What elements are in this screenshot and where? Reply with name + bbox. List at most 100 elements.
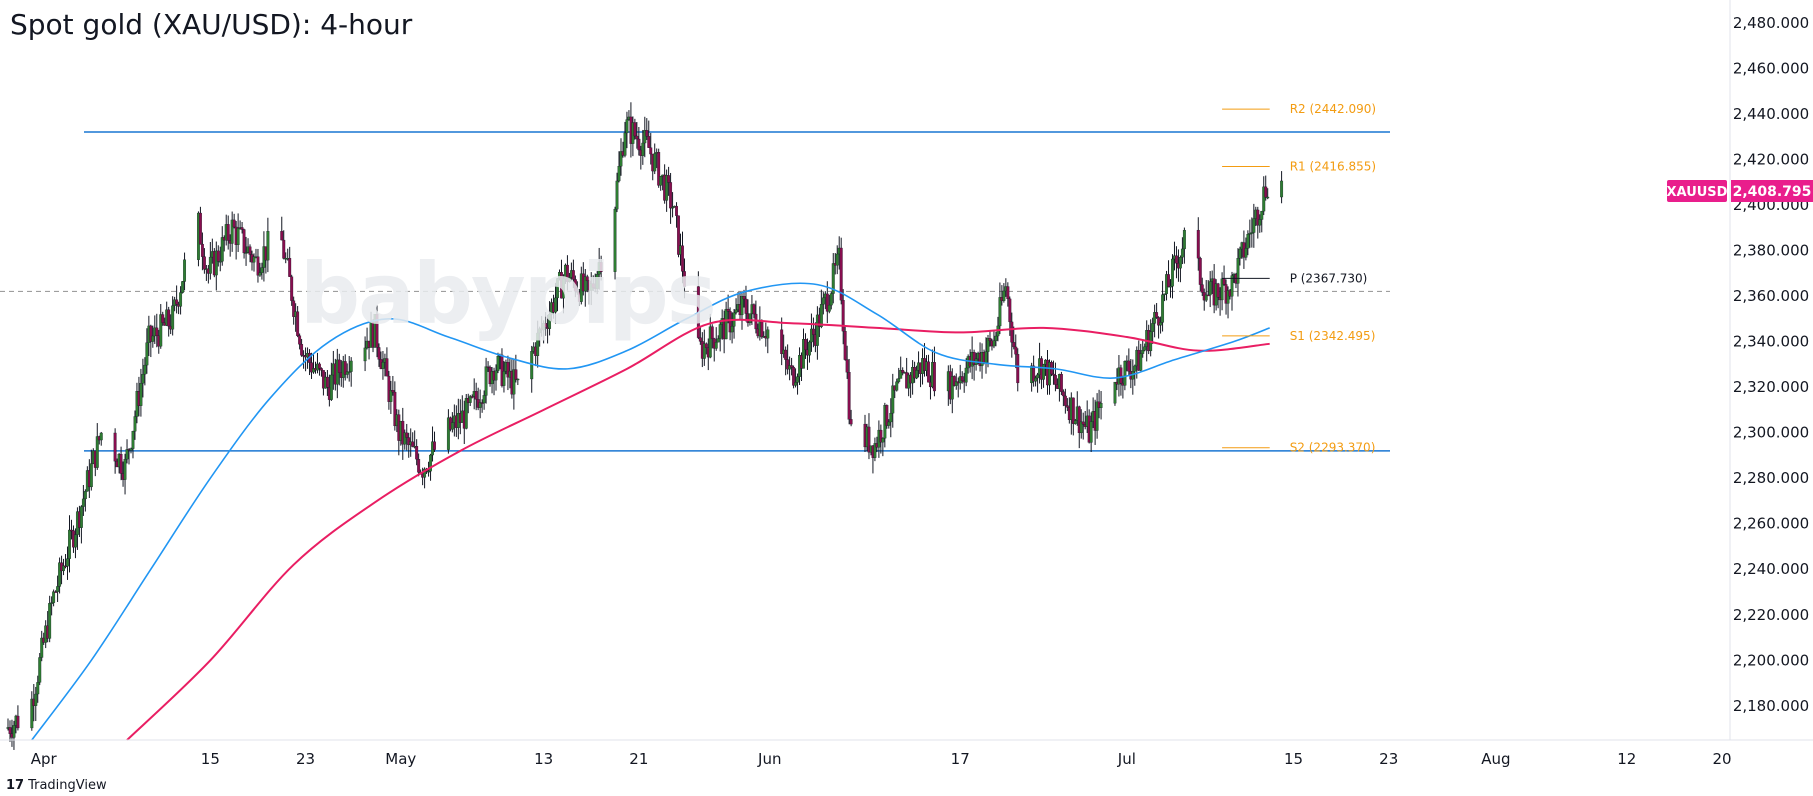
- candle-body: [1113, 381, 1117, 404]
- candle-body: [329, 374, 333, 400]
- candle-body: [30, 698, 34, 729]
- candle-body: [565, 264, 569, 282]
- candle: [796, 373, 800, 395]
- candle: [847, 358, 851, 425]
- candle-body: [1180, 248, 1184, 258]
- candle-body: [1141, 350, 1145, 354]
- candle-body: [290, 276, 294, 301]
- candle: [950, 368, 954, 414]
- candle: [296, 306, 300, 338]
- candle-body: [653, 153, 657, 172]
- candle: [89, 449, 93, 491]
- candle-body: [839, 247, 843, 301]
- candle-body: [1008, 298, 1012, 323]
- candle-body: [183, 259, 187, 282]
- candle-body: [1226, 290, 1230, 304]
- candle-body: [79, 506, 83, 528]
- candle: [1141, 339, 1145, 358]
- candle: [68, 515, 71, 573]
- candle: [667, 166, 671, 196]
- candle-body: [698, 337, 702, 342]
- candle-body: [48, 603, 52, 639]
- candle-body: [58, 562, 62, 587]
- candle: [932, 346, 936, 397]
- candle: [1133, 364, 1137, 386]
- last-price-badge-bg: [1731, 180, 1813, 202]
- candle-body: [1133, 365, 1137, 372]
- candle: [994, 331, 998, 347]
- candle: [829, 291, 833, 310]
- candle: [1053, 362, 1057, 392]
- candle-body: [502, 371, 506, 386]
- time-axis[interactable]: Apr 15 23 May 13 21 Jun 17 Jul 15 23 Aug 12 20: [31, 750, 1732, 768]
- candle: [1065, 398, 1069, 412]
- candle: [1155, 303, 1159, 319]
- candle-body: [143, 364, 147, 375]
- candle: [1014, 334, 1018, 369]
- candle: [1079, 409, 1083, 439]
- candle-body: [62, 565, 65, 572]
- candle-body: [387, 375, 391, 402]
- candle-body: [1206, 294, 1210, 297]
- candle: [839, 237, 843, 305]
- candle-body: [752, 304, 756, 315]
- candle: [1198, 256, 1202, 292]
- candle-body: [133, 416, 137, 432]
- candle-body: [8, 727, 12, 734]
- candle-body: [226, 224, 230, 241]
- tradingview-label: TradingView: [28, 778, 107, 793]
- pivot-points: R2 (2442.090) R1 (2416.855) P (2367.730) S1…: [1222, 102, 1376, 455]
- candle-body: [657, 152, 661, 186]
- candle-body: [198, 212, 202, 245]
- candle: [809, 313, 813, 352]
- candle: [1238, 246, 1242, 266]
- candle-body: [988, 338, 992, 341]
- candle: [381, 351, 385, 380]
- candle-body: [1171, 258, 1174, 287]
- candle: [242, 228, 246, 259]
- candle: [236, 213, 240, 252]
- candle-body: [296, 311, 300, 336]
- candle-body: [478, 402, 482, 408]
- candle: [119, 446, 123, 481]
- pivot-label: R1 (2416.855): [1290, 160, 1376, 174]
- candle-body: [790, 365, 794, 368]
- candle: [129, 447, 133, 454]
- price-axis[interactable]: 2,180.000 2,200.000 2,220.000 2,240.000 2,26…: [1733, 14, 1809, 715]
- candle-body: [881, 438, 885, 443]
- candle: [595, 271, 599, 295]
- candle: [615, 172, 619, 213]
- candle: [337, 353, 341, 386]
- candle-body: [401, 420, 405, 445]
- candle: [345, 363, 349, 379]
- candle: [538, 326, 542, 347]
- candle-body: [819, 304, 823, 327]
- candle: [48, 595, 52, 643]
- candle-body: [1250, 232, 1254, 234]
- candle: [292, 296, 296, 325]
- candle: [732, 308, 736, 339]
- candle-body: [599, 262, 603, 272]
- candle-body: [1280, 180, 1284, 198]
- candle: [347, 355, 351, 382]
- candle: [208, 241, 212, 280]
- candle-body: [151, 335, 155, 342]
- tradingview-branding[interactable]: 17 TradingView: [6, 778, 107, 793]
- time-tick-label: 21: [629, 750, 648, 768]
- candle: [73, 528, 77, 559]
- candle-body: [81, 498, 85, 507]
- candle: [1246, 230, 1250, 256]
- candle: [647, 120, 651, 148]
- candle-body: [829, 293, 833, 306]
- price-tick-label: 2,260.000: [1733, 515, 1809, 533]
- candle-body: [129, 448, 133, 451]
- candle: [794, 368, 798, 388]
- candle-body: [393, 391, 397, 427]
- candle-body: [897, 378, 901, 382]
- candle-body: [1238, 248, 1242, 259]
- candle-body: [556, 278, 559, 299]
- candle: [99, 431, 103, 446]
- candle: [1161, 280, 1165, 332]
- candle: [50, 596, 54, 616]
